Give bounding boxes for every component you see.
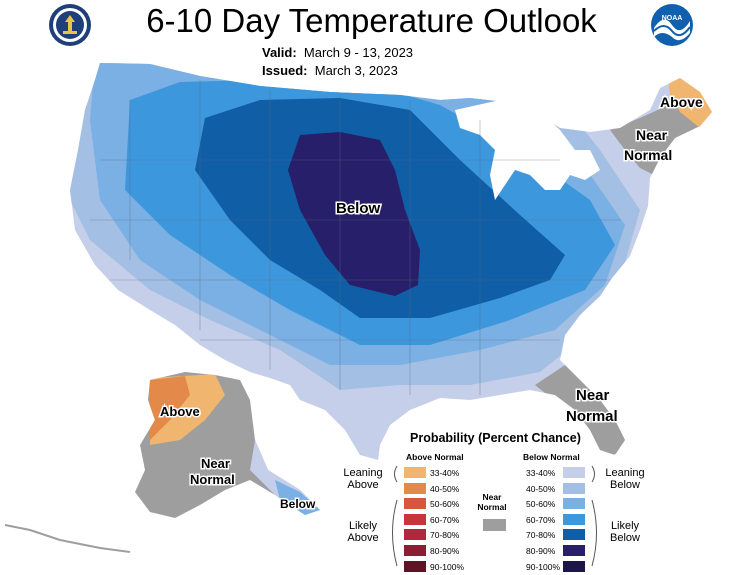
svg-text:NOAA: NOAA xyxy=(662,15,683,22)
legend-above-swatch-0 xyxy=(404,467,426,478)
likely-above-line-2: Above xyxy=(347,532,379,544)
issued-label: Issued: xyxy=(262,63,308,78)
legend-below-swatch-1 xyxy=(563,482,585,494)
ak-below-40-50 xyxy=(275,480,320,515)
legend-near-normal-line-1: Near xyxy=(482,492,502,502)
legend-leaning-above: Leaning Above xyxy=(338,467,388,491)
legend-above-range-6: 90-100% xyxy=(430,561,465,572)
legend-near-normal-label: Near Normal xyxy=(472,492,512,512)
label-near-normal-ak-2: Normal xyxy=(190,472,235,487)
leaning-above-line-2: Above xyxy=(347,479,379,491)
legend-above-range-5: 80-90% xyxy=(430,546,460,556)
legend-below-swatch-5 xyxy=(563,545,585,556)
legend-above-swatch-5 xyxy=(404,545,426,556)
legend-below-swatch-4 xyxy=(563,529,585,541)
legend-above-header: Above Normal xyxy=(406,452,464,462)
legend-below-swatch-6 xyxy=(563,560,585,572)
legend-below-range-1: 40-50% xyxy=(526,483,556,494)
issued-value: March 3, 2023 xyxy=(314,63,398,78)
doc-seal-icon xyxy=(49,4,91,46)
legend-below-range-3: 60-70% xyxy=(526,514,556,525)
label-near-normal-ne-1: Near xyxy=(636,127,668,143)
legend-above-swatch-4 xyxy=(404,529,426,541)
legend-likely-above: Likely Above xyxy=(338,520,388,544)
canada-mask xyxy=(560,70,665,130)
legend-below-range-4: 70-80% xyxy=(526,530,556,541)
legend-below-swatch-0 xyxy=(563,467,585,478)
great-lakes xyxy=(455,100,600,200)
legend-above-range-4: 70-80% xyxy=(430,530,460,541)
noaa-logo-icon: NOAA xyxy=(651,4,693,46)
legend-below-range-6: 90-100% xyxy=(526,561,561,572)
legend-above-swatch-3 xyxy=(404,513,426,525)
valid-label: Valid: xyxy=(262,45,297,60)
legend-above-swatch-6 xyxy=(404,560,426,572)
leaning-below-line-2: Below xyxy=(610,479,640,491)
label-below-center: Below xyxy=(336,200,381,217)
legend-above-range-3: 60-70% xyxy=(430,514,460,525)
legend-below-range-0: 33-40% xyxy=(526,468,556,478)
issued-line: Issued: March 3, 2023 xyxy=(262,63,398,78)
legend-above-range-1: 40-50% xyxy=(430,483,460,494)
legend-below-swatch-3 xyxy=(563,513,585,525)
legend-above-swatch-2 xyxy=(404,498,426,510)
valid-line: Valid: March 9 - 13, 2023 xyxy=(262,45,413,60)
state-boundaries xyxy=(90,80,620,395)
label-near-normal-fl-1: Near xyxy=(576,387,610,404)
legend-near-normal-swatch xyxy=(483,519,506,531)
label-above-ne: Above xyxy=(660,94,703,110)
region-below-80-90 xyxy=(288,132,420,296)
label-near-normal-ne-2: Normal xyxy=(624,147,672,163)
ak-above-40-50 xyxy=(150,376,190,440)
map-title: 6-10 Day Temperature Outlook xyxy=(146,2,597,39)
legend-below-range-2: 50-60% xyxy=(526,499,556,510)
label-above-ak: Above xyxy=(160,404,200,419)
legend-title: Probability (Percent Chance) xyxy=(410,431,581,445)
legend-leaning-below: Leaning Below xyxy=(600,467,650,491)
leaning-below-line-1: Leaning xyxy=(605,467,645,479)
legend-below-range-5: 80-90% xyxy=(526,546,556,556)
likely-above-line-1: Likely xyxy=(348,520,378,532)
legend-below-swatch-2 xyxy=(563,498,585,510)
likely-below-line-1: Likely xyxy=(610,520,640,532)
legend-above-swatch-1 xyxy=(404,482,426,494)
ak-aleutians xyxy=(4,524,131,553)
legend-near-normal-line-2: Normal xyxy=(477,502,507,512)
legend-likely-below: Likely Below xyxy=(600,520,650,544)
label-near-normal-fl-2: Normal xyxy=(566,408,618,425)
leaning-above-line-1: Leaning xyxy=(343,467,383,479)
legend-below-header: Below Normal xyxy=(523,452,580,462)
legend-above-range-0: 33-40% xyxy=(430,468,460,478)
valid-value: March 9 - 13, 2023 xyxy=(303,45,414,60)
legend-above-range-2: 50-60% xyxy=(430,499,460,510)
likely-below-line-2: Below xyxy=(610,532,640,544)
label-near-normal-ak-1: Near xyxy=(201,456,230,471)
label-below-ak: Below xyxy=(280,497,316,511)
